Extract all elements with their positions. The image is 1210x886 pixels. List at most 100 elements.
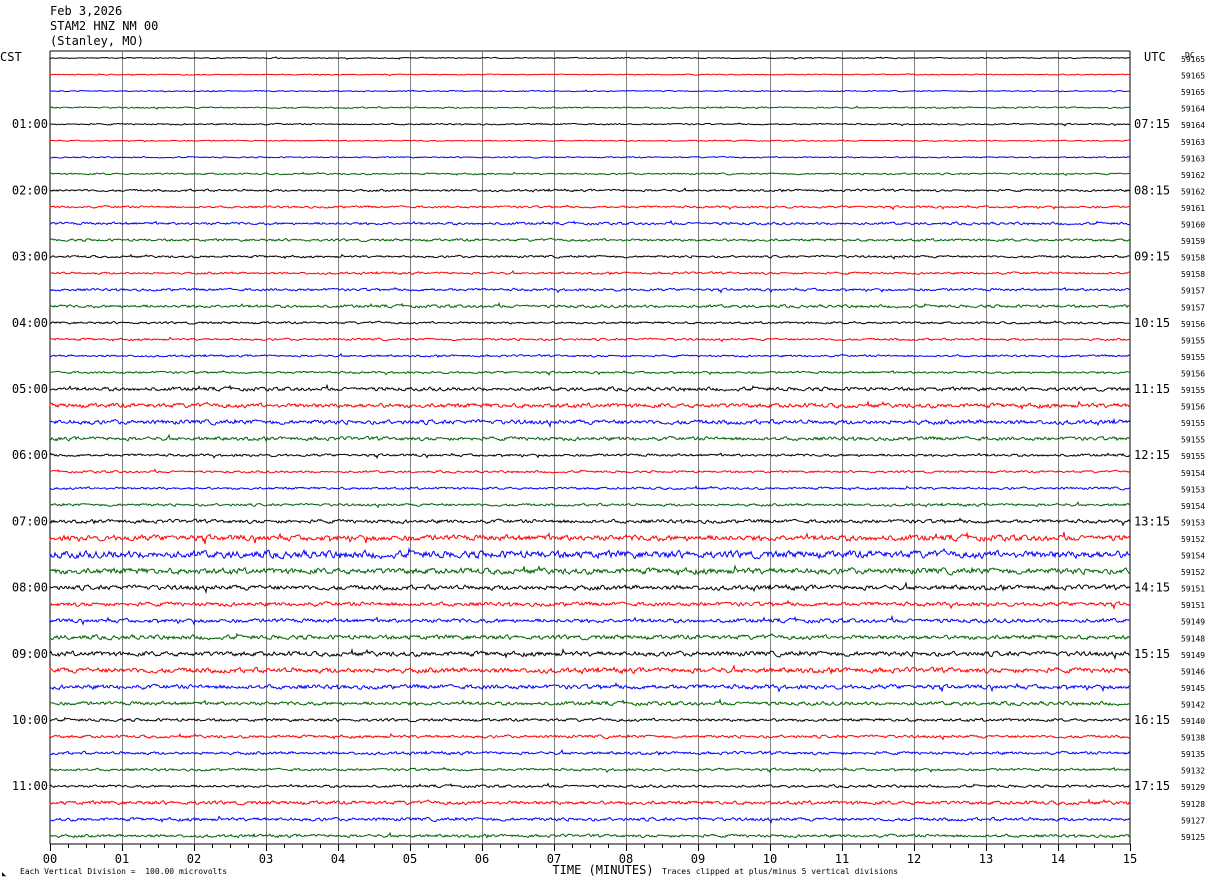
dc-offset-value: 59128 — [1181, 800, 1205, 809]
x-axis-title: TIME (MINUTES) — [552, 863, 653, 877]
left-hour-label: 08:00 — [12, 581, 48, 595]
seismic-trace — [49, 831, 1131, 839]
dc-offset-value: 59154 — [1181, 469, 1205, 478]
seismic-trace — [49, 485, 1131, 491]
x-tick-label: 12 — [907, 852, 921, 866]
x-tick-label: 00 — [43, 852, 57, 866]
seismic-trace — [49, 400, 1131, 411]
left-hour-label: 09:00 — [12, 647, 48, 661]
left-hour-label: 05:00 — [12, 382, 48, 396]
dc-offset-value: 59146 — [1181, 667, 1205, 676]
right-hour-label: 13:15 — [1134, 514, 1170, 528]
seismic-trace — [49, 336, 1131, 343]
dc-offset-value: 59149 — [1181, 618, 1205, 627]
station-code: STAM2 HNZ NM 00 — [50, 19, 159, 33]
dc-offset-value: 59153 — [1181, 485, 1205, 494]
dc-offset-value: 59165 — [1181, 55, 1205, 64]
seismic-trace — [49, 270, 1131, 276]
x-tick-label: 07 — [547, 852, 561, 866]
seismic-trace — [49, 614, 1131, 626]
dc-offset-value: 59164 — [1181, 121, 1205, 130]
left-hour-label: 07:00 — [12, 514, 48, 528]
seismic-trace — [49, 517, 1131, 527]
seismic-trace — [49, 766, 1131, 774]
seismic-trace — [49, 665, 1131, 676]
seismic-trace — [49, 417, 1131, 429]
right-hour-label: 12:15 — [1134, 448, 1170, 462]
seismic-trace — [49, 599, 1131, 611]
dc-offset-value: 59164 — [1181, 105, 1205, 114]
dc-offset-value: 59165 — [1181, 88, 1205, 97]
seismic-trace — [49, 219, 1131, 226]
x-tick-label: 02 — [187, 852, 201, 866]
seismic-trace — [49, 72, 1131, 77]
right-hour-label: 16:15 — [1134, 713, 1170, 727]
dc-offset-value: 59156 — [1181, 403, 1205, 412]
dc-offset-value: 59155 — [1181, 386, 1205, 395]
seismic-trace — [49, 122, 1131, 127]
clip-note: Traces clipped at plus/minus 5 vertical … — [662, 867, 899, 876]
dc-offset-value: 59159 — [1181, 237, 1205, 246]
dc-offset-value: 59157 — [1181, 303, 1205, 312]
x-tick-label: 06 — [475, 852, 489, 866]
seismic-trace — [49, 749, 1131, 756]
right-hour-label: 11:15 — [1134, 382, 1170, 396]
dc-offset-value: 59129 — [1181, 783, 1205, 792]
left-timezone-label: CST — [0, 50, 22, 64]
x-tick-label: 09 — [691, 852, 705, 866]
seismic-trace — [49, 782, 1131, 789]
x-tick-label: 01 — [115, 852, 129, 866]
dc-offset-value: 59125 — [1181, 833, 1205, 842]
seismic-trace — [49, 155, 1131, 159]
seismic-trace — [49, 286, 1131, 294]
dc-offset-value: 59165 — [1181, 72, 1205, 81]
dc-offset-value: 59127 — [1181, 816, 1205, 825]
seismic-trace — [49, 698, 1131, 707]
left-hour-label: 04:00 — [12, 316, 48, 330]
dc-offset-value: 59140 — [1181, 717, 1205, 726]
seismic-trace — [49, 105, 1131, 110]
dc-offset-value: 59151 — [1181, 601, 1205, 610]
dc-offset-value: 59156 — [1181, 320, 1205, 329]
seismic-trace — [49, 815, 1131, 824]
x-tick-label: 08 — [619, 852, 633, 866]
dc-offset-value: 59155 — [1181, 452, 1205, 461]
scale-note: Each Vertical Division = 100.00 microvol… — [20, 867, 228, 876]
right-hour-label: 10:15 — [1134, 316, 1170, 330]
dc-offset-value: 59157 — [1181, 287, 1205, 296]
x-tick-label: 04 — [331, 852, 345, 866]
dc-offset-value: 59155 — [1181, 436, 1205, 445]
seismic-trace — [49, 383, 1131, 392]
seismic-trace — [49, 138, 1131, 143]
x-tick-label: 14 — [1051, 852, 1065, 866]
dc-offset-value: 59145 — [1181, 684, 1205, 693]
seismic-trace — [49, 204, 1131, 211]
seismic-trace — [49, 531, 1131, 545]
right-hour-label: 09:15 — [1134, 250, 1170, 264]
dc-offset-value: 59163 — [1181, 154, 1205, 163]
dc-offset-value: 59158 — [1181, 270, 1205, 279]
seismic-trace — [49, 632, 1131, 641]
dc-offset-value: 59151 — [1181, 585, 1205, 594]
seismic-trace — [49, 369, 1131, 376]
dc-offset-value: 59158 — [1181, 254, 1205, 263]
seismic-trace — [49, 253, 1131, 260]
dc-offset-value: 59161 — [1181, 204, 1205, 213]
seismic-trace — [49, 353, 1131, 358]
dc-offset-value: 59155 — [1181, 336, 1205, 345]
dc-offset-value: 59142 — [1181, 700, 1205, 709]
seismic-trace — [49, 89, 1131, 93]
right-hour-label: 14:15 — [1134, 581, 1170, 595]
dc-offset-value: 59160 — [1181, 221, 1205, 230]
dc-offset-value: 59163 — [1181, 138, 1205, 147]
seismic-trace — [49, 433, 1131, 443]
x-tick-label: 05 — [403, 852, 417, 866]
dc-label: DC — [1185, 51, 1195, 60]
dc-offset-value: 59154 — [1181, 502, 1205, 511]
seismic-trace — [49, 171, 1131, 177]
dc-offset-value: 59153 — [1181, 518, 1205, 527]
x-tick-label: 03 — [259, 852, 273, 866]
dc-offset-value: 59155 — [1181, 353, 1205, 362]
left-hour-label: 11:00 — [12, 779, 48, 793]
x-tick-label: 15 — [1123, 852, 1137, 866]
